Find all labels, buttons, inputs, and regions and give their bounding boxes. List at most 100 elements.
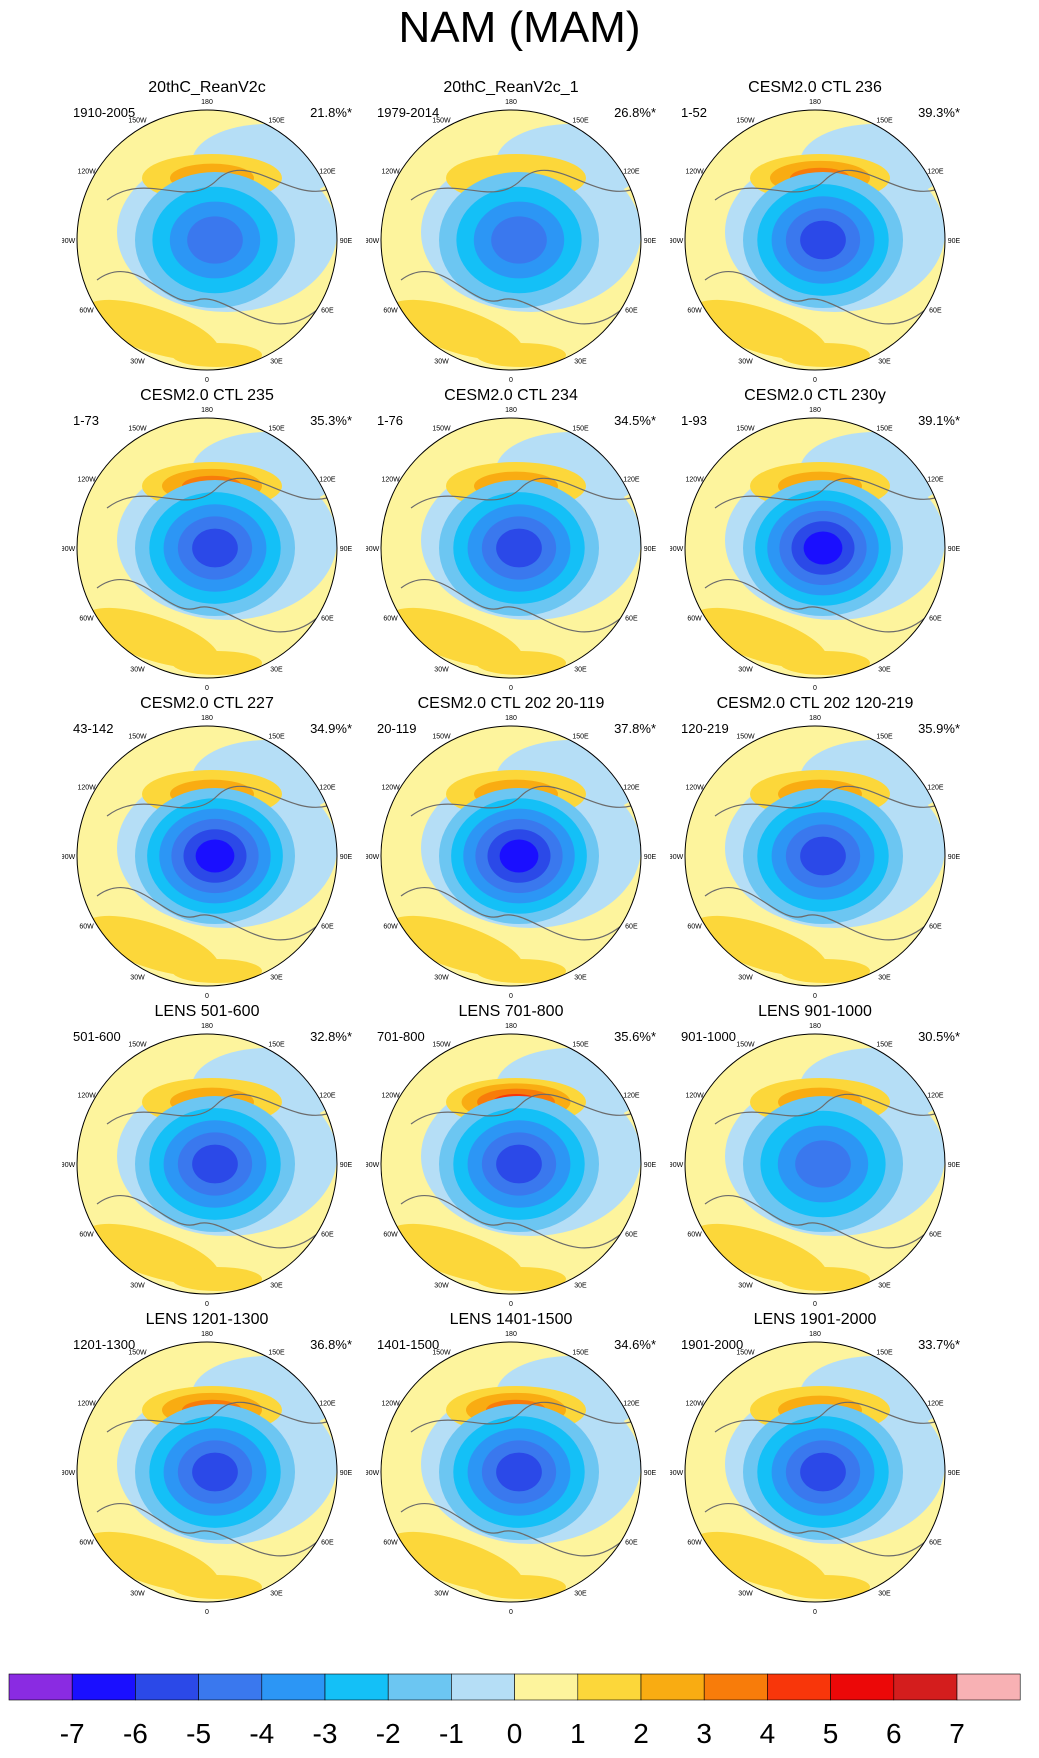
longitude-label: 60E <box>625 924 638 931</box>
longitude-label: 90E <box>340 854 352 861</box>
map-border <box>684 109 946 371</box>
colorbar-tick-label: 4 <box>759 1718 776 1749</box>
polar-center-contour <box>800 220 846 260</box>
longitude-label: 90E <box>644 1162 656 1169</box>
longitude-label: 30W <box>434 974 449 981</box>
longitude-label: 30W <box>738 666 753 673</box>
longitude-label: 150E <box>876 1042 893 1049</box>
atlantic-center-contour <box>693 299 827 361</box>
colorbar-tick-label: -7 <box>59 1718 85 1749</box>
colorbar-tick-label: 6 <box>886 1718 902 1749</box>
polar-center-contour <box>195 839 235 873</box>
longitude-label: 60W <box>383 308 398 315</box>
longitude-label: 150W <box>432 1042 451 1049</box>
atlantic-center-contour <box>780 1267 870 1291</box>
polar-center-contour <box>192 1452 238 1492</box>
longitude-label: 30E <box>878 1282 891 1289</box>
map-panel: 180 150E 120E 90E 60E 30E 0 30W 60W 90W 120W 150W CE… <box>366 694 656 1014</box>
longitude-label: 150W <box>432 426 451 433</box>
longitude-label: 0 <box>509 993 513 1000</box>
longitude-label: 120E <box>927 169 944 176</box>
colorbar-swatch <box>703 1673 768 1701</box>
longitude-label: 180 <box>505 1331 517 1338</box>
panel-variance: 37.8%* <box>614 721 656 736</box>
atlantic-center-contour <box>476 1575 566 1599</box>
longitude-label: 180 <box>201 715 213 722</box>
longitude-label: 30E <box>574 1590 587 1597</box>
longitude-label: 0 <box>813 1301 817 1308</box>
panel-title: CESM2.0 CTL 202 20-119 <box>417 695 605 712</box>
map-border <box>380 725 642 987</box>
longitude-label: 90W <box>366 1162 380 1169</box>
colorbar-swatch <box>71 1673 136 1701</box>
longitude-label: 120W <box>77 1401 96 1408</box>
longitude-label: 0 <box>205 377 209 384</box>
panel-title: LENS 701-800 <box>458 1003 564 1020</box>
longitude-label: 60E <box>321 924 334 931</box>
panel-period: 20-119 <box>377 721 417 736</box>
longitude-label: 150E <box>572 426 589 433</box>
colorbar-swatch <box>324 1673 389 1701</box>
longitude-label: 180 <box>809 1331 821 1338</box>
polar-center-contour <box>496 1144 542 1184</box>
map-border <box>76 109 338 371</box>
longitude-label: 90W <box>62 546 76 553</box>
longitude-label: 60W <box>383 924 398 931</box>
longitude-label: 150E <box>268 1042 285 1049</box>
panel-variance: 32.8%* <box>310 1029 352 1044</box>
atlantic-center-contour <box>389 915 523 977</box>
longitude-label: 120E <box>623 477 640 484</box>
polar-center-contour <box>795 1140 851 1188</box>
atlantic-center-contour <box>85 1531 219 1593</box>
polar-map: 180 150E 120E 90E 60E 30E 0 30W 60W 90W 120W 150W <box>670 1331 960 1616</box>
panel-period: 901-1000 <box>681 1029 736 1044</box>
panel-variance: 34.9%* <box>310 721 352 736</box>
colorbar-tick-label: -4 <box>249 1718 275 1749</box>
panel-variance: 34.6%* <box>614 1337 656 1352</box>
colorbar-tick-label: 3 <box>696 1718 712 1749</box>
polar-center-contour <box>496 1452 542 1492</box>
longitude-label: 30E <box>270 1590 283 1597</box>
panel-title: CESM2.0 CTL 230y <box>744 387 886 404</box>
longitude-label: 30W <box>434 1282 449 1289</box>
longitude-label: 120W <box>685 1093 704 1100</box>
longitude-label: 120E <box>623 785 640 792</box>
longitude-label: 0 <box>205 685 209 692</box>
longitude-label: 90W <box>670 238 684 245</box>
longitude-label: 0 <box>205 993 209 1000</box>
polar-center-contour <box>491 216 547 264</box>
longitude-label: 120W <box>77 169 96 176</box>
colorbar-swatch <box>893 1673 958 1701</box>
longitude-label: 90E <box>948 238 960 245</box>
longitude-label: 60W <box>79 616 94 623</box>
colorbar-swatch <box>830 1673 895 1701</box>
longitude-label: 60E <box>321 308 334 315</box>
map-panel: 180 150E 120E 90E 60E 30E 0 30W 60W 90W 120W 150W LE… <box>366 1310 656 1630</box>
longitude-label: 120W <box>685 477 704 484</box>
atlantic-center-contour <box>780 1575 870 1599</box>
longitude-label: 60W <box>687 924 702 931</box>
longitude-label: 30W <box>738 974 753 981</box>
atlantic-center-contour <box>172 959 262 983</box>
longitude-label: 60E <box>625 1540 638 1547</box>
map-panel: 180 150E 120E 90E 60E 30E 0 30W 60W 90W 120W 150W CE… <box>670 78 960 398</box>
longitude-label: 150E <box>876 734 893 741</box>
longitude-label: 30W <box>130 358 145 365</box>
longitude-label: 120W <box>381 1093 400 1100</box>
longitude-label: 150W <box>432 118 451 125</box>
colorbar-swatch <box>8 1673 73 1701</box>
longitude-label: 150E <box>268 118 285 125</box>
atlantic-center-contour <box>172 1575 262 1599</box>
longitude-label: 0 <box>509 377 513 384</box>
panel-title: 20thC_ReanV2c <box>148 79 266 96</box>
longitude-label: 60W <box>687 616 702 623</box>
map-panel: 180 150E 120E 90E 60E 30E 0 30W 60W 90W 120W 150W LE… <box>366 1002 656 1322</box>
longitude-label: 30W <box>130 1282 145 1289</box>
longitude-label: 90E <box>340 1470 352 1477</box>
coastline <box>704 1401 936 1557</box>
coastline <box>96 1401 328 1557</box>
longitude-label: 60W <box>79 924 94 931</box>
colorbar-tick-label: -2 <box>375 1718 401 1749</box>
colorbar-tick-label: 0 <box>506 1718 523 1749</box>
